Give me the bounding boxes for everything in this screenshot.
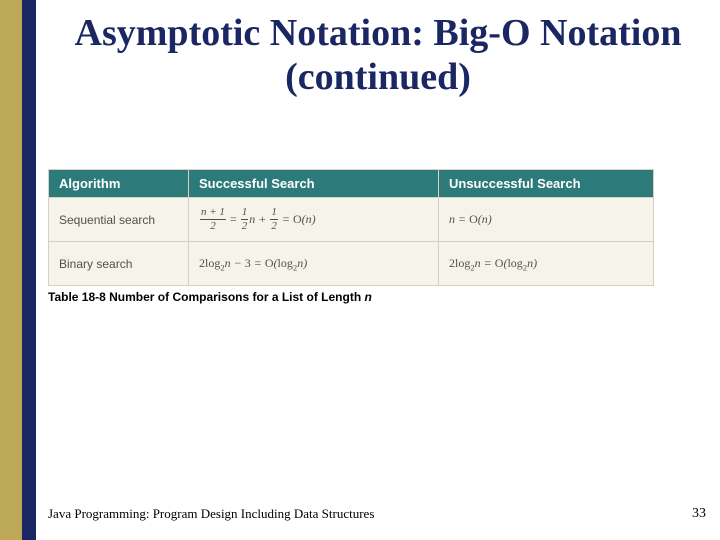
- cell-successful: n + 1 2 = 1 2 n + 1 2 = O(n): [189, 198, 439, 242]
- fraction: 1 2: [270, 207, 278, 232]
- slide-title: Asymptotic Notation: Big-O Notation (con…: [36, 0, 720, 99]
- formula-binary-unsuccessful: 2log2n = O(log2n): [449, 256, 537, 270]
- comparison-table-wrap: Algorithm Successful Search Unsuccessful…: [48, 169, 653, 286]
- fraction: n + 1 2: [200, 207, 226, 232]
- cell-algorithm: Binary search: [49, 242, 189, 286]
- fraction-num: 1: [270, 207, 278, 220]
- caption-variable: n: [364, 290, 371, 304]
- table-row: Sequential search n + 1 2 = 1 2 n + 1: [49, 198, 654, 242]
- slide-content: Asymptotic Notation: Big-O Notation (con…: [36, 0, 720, 540]
- cell-unsuccessful: n = O(n): [439, 198, 654, 242]
- accent-gold-stripe: [0, 0, 22, 540]
- fraction-num: n + 1: [200, 207, 226, 220]
- table-caption: Table 18-8 Number of Comparisons for a L…: [48, 290, 720, 304]
- footer-book-title: Java Programming: Program Design Includi…: [48, 506, 374, 522]
- formula-binary-successful: 2log2n − 3 = O(log2n): [199, 256, 307, 270]
- equals: =: [227, 212, 240, 226]
- cell-unsuccessful: 2log2n = O(log2n): [439, 242, 654, 286]
- caption-text: Table 18-8 Number of Comparisons for a L…: [48, 290, 364, 304]
- cell-successful: 2log2n − 3 = O(log2n): [189, 242, 439, 286]
- fraction-den: 2: [241, 220, 249, 232]
- cell-algorithm: Sequential search: [49, 198, 189, 242]
- table-header-row: Algorithm Successful Search Unsuccessful…: [49, 170, 654, 198]
- col-header-successful: Successful Search: [189, 170, 439, 198]
- formula-sequential-unsuccessful: n = O(n): [449, 212, 492, 226]
- fraction: 1 2: [241, 207, 249, 232]
- fraction-num: 1: [241, 207, 249, 220]
- left-accent-bar: [0, 0, 36, 540]
- table-row: Binary search 2log2n − 3 = O(log2n) 2log…: [49, 242, 654, 286]
- formula-mid: n +: [249, 212, 269, 226]
- footer-page-number: 33: [692, 506, 706, 522]
- comparison-table: Algorithm Successful Search Unsuccessful…: [48, 169, 654, 286]
- col-header-algorithm: Algorithm: [49, 170, 189, 198]
- col-header-unsuccessful: Unsuccessful Search: [439, 170, 654, 198]
- fraction-den: 2: [200, 220, 226, 232]
- fraction-den: 2: [270, 220, 278, 232]
- formula-tail: = O(n): [279, 212, 316, 226]
- accent-navy-stripe: [22, 0, 36, 540]
- formula-sequential-successful: n + 1 2 = 1 2 n + 1 2 = O(n): [199, 212, 316, 226]
